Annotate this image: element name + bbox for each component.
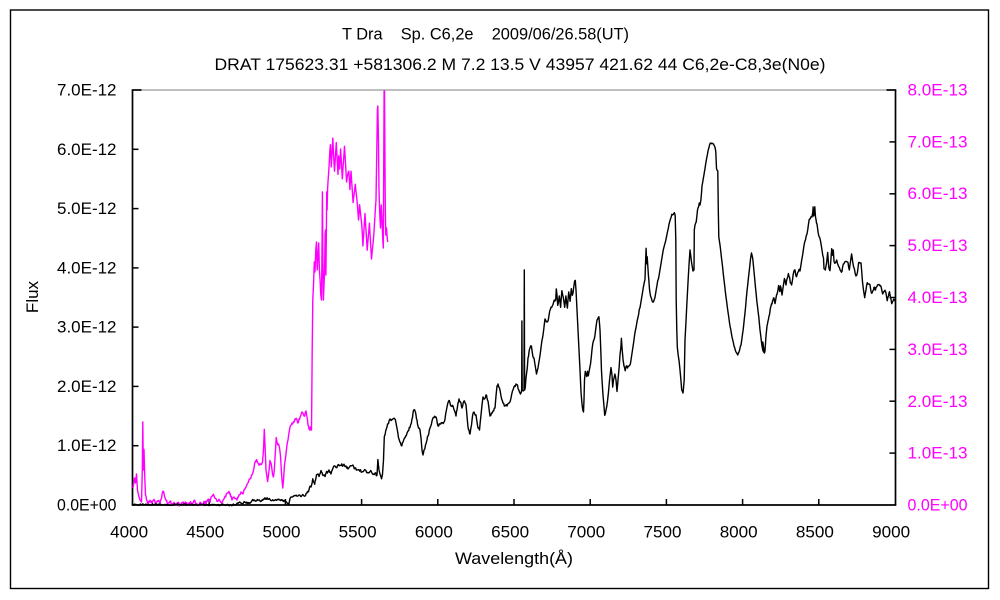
svg-text:3.0E-13: 3.0E-13 — [908, 340, 968, 359]
svg-text:7.0E-13: 7.0E-13 — [908, 132, 968, 151]
svg-text:7500: 7500 — [644, 523, 682, 542]
svg-text:8000: 8000 — [720, 523, 758, 542]
svg-text:DRAT 175623.31 +581306.2 M 7.2: DRAT 175623.31 +581306.2 M 7.2 13.5 V 43… — [215, 55, 826, 74]
svg-text:6000: 6000 — [415, 523, 453, 542]
svg-text:0.0E+00: 0.0E+00 — [908, 496, 968, 515]
svg-text:1.0E-12: 1.0E-12 — [57, 436, 117, 455]
svg-text:4.0E-13: 4.0E-13 — [908, 288, 968, 307]
svg-text:9000: 9000 — [872, 523, 910, 542]
svg-text:3.0E-12: 3.0E-12 — [57, 318, 117, 337]
svg-text:4000: 4000 — [110, 523, 148, 542]
svg-text:4500: 4500 — [186, 523, 224, 542]
svg-text:7000: 7000 — [567, 523, 605, 542]
svg-text:2.0E-12: 2.0E-12 — [57, 377, 117, 396]
svg-text:2.0E-13: 2.0E-13 — [908, 392, 968, 411]
svg-text:5000: 5000 — [263, 523, 301, 542]
svg-text:5.0E-12: 5.0E-12 — [57, 199, 117, 218]
svg-text:Flux: Flux — [23, 280, 42, 313]
svg-text:7.0E-12: 7.0E-12 — [57, 81, 117, 100]
svg-text:6500: 6500 — [491, 523, 529, 542]
svg-text:5.0E-13: 5.0E-13 — [908, 236, 968, 255]
svg-text:T Dra Sp. C6,2e 2009/06/: T Dra Sp. C6,2e 2009/06/26.58(UT) — [342, 25, 629, 44]
svg-text:8.0E-13: 8.0E-13 — [908, 81, 968, 100]
svg-text:0.0E+00: 0.0E+00 — [57, 496, 117, 515]
svg-text:8500: 8500 — [796, 523, 834, 542]
svg-text:5500: 5500 — [339, 523, 377, 542]
svg-text:1.0E-13: 1.0E-13 — [908, 444, 968, 463]
svg-text:Wavelength(Å): Wavelength(Å) — [455, 549, 573, 568]
svg-text:4.0E-12: 4.0E-12 — [57, 258, 117, 277]
svg-text:6.0E-13: 6.0E-13 — [908, 184, 968, 203]
svg-text:6.0E-12: 6.0E-12 — [57, 140, 117, 159]
